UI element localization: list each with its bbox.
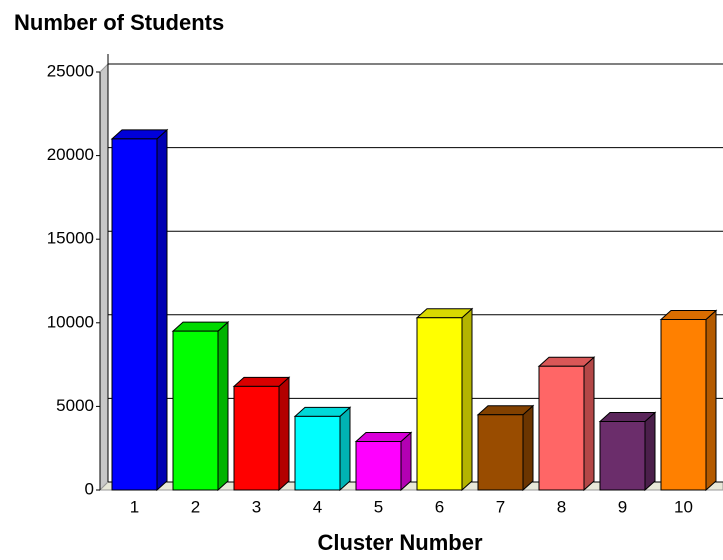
x-tick-label: 3 — [252, 497, 261, 516]
bar-front — [294, 415, 341, 491]
y-tick-label: 10000 — [47, 312, 94, 331]
bar-side — [339, 406, 351, 492]
side-wall — [99, 62, 109, 492]
y-tick-label: 5000 — [56, 396, 94, 415]
bar — [293, 406, 352, 492]
bar-side — [522, 404, 534, 492]
y-tick-label: 15000 — [47, 229, 94, 248]
bar-front — [599, 420, 646, 491]
bar — [598, 411, 657, 492]
bar — [171, 321, 230, 492]
x-axis-label: Cluster Number — [317, 530, 482, 555]
bar-top — [537, 356, 596, 367]
bar — [659, 309, 718, 492]
bar-front — [538, 365, 585, 491]
bar-side — [278, 376, 290, 492]
bar-top — [171, 321, 230, 332]
bar-top — [232, 376, 291, 387]
chart-title: Number of Students — [14, 10, 224, 35]
bar-front — [416, 317, 463, 491]
bar-front — [355, 441, 402, 491]
y-tick-label: 0 — [85, 479, 94, 498]
bar — [476, 404, 535, 492]
bar — [110, 128, 169, 492]
bar — [415, 307, 474, 492]
x-tick-label: 6 — [435, 497, 444, 516]
bar — [354, 431, 413, 492]
bar-top — [598, 411, 657, 422]
bar-side — [156, 128, 168, 492]
bar-top — [110, 129, 169, 140]
x-tick-label: 5 — [374, 497, 383, 516]
bar-front — [172, 330, 219, 491]
x-tick-label: 2 — [191, 497, 200, 516]
y-tick-label: 20000 — [47, 145, 94, 164]
x-tick-label: 8 — [557, 497, 566, 516]
bar-front — [233, 385, 280, 491]
x-tick-label: 10 — [674, 497, 693, 516]
bar — [537, 356, 596, 492]
bar-side — [705, 309, 717, 492]
bar-side — [644, 411, 656, 492]
bar — [232, 376, 291, 492]
x-tick-label: 9 — [618, 497, 627, 516]
bar-front — [477, 414, 524, 491]
bar-side — [400, 431, 412, 492]
bar-front — [660, 318, 707, 491]
bar-top — [476, 405, 535, 416]
x-tick-label: 7 — [496, 497, 505, 516]
y-tick-label: 25000 — [47, 61, 94, 80]
bar-top — [354, 432, 413, 443]
x-tick-label: 1 — [130, 497, 139, 516]
bar-side — [461, 307, 473, 492]
bar-top — [415, 308, 474, 319]
bar-top — [293, 406, 352, 417]
bar-side — [217, 321, 229, 492]
bar-side — [583, 356, 595, 492]
bar-front — [111, 138, 158, 491]
bar-top — [659, 309, 718, 320]
x-tick-label: 4 — [313, 497, 322, 516]
